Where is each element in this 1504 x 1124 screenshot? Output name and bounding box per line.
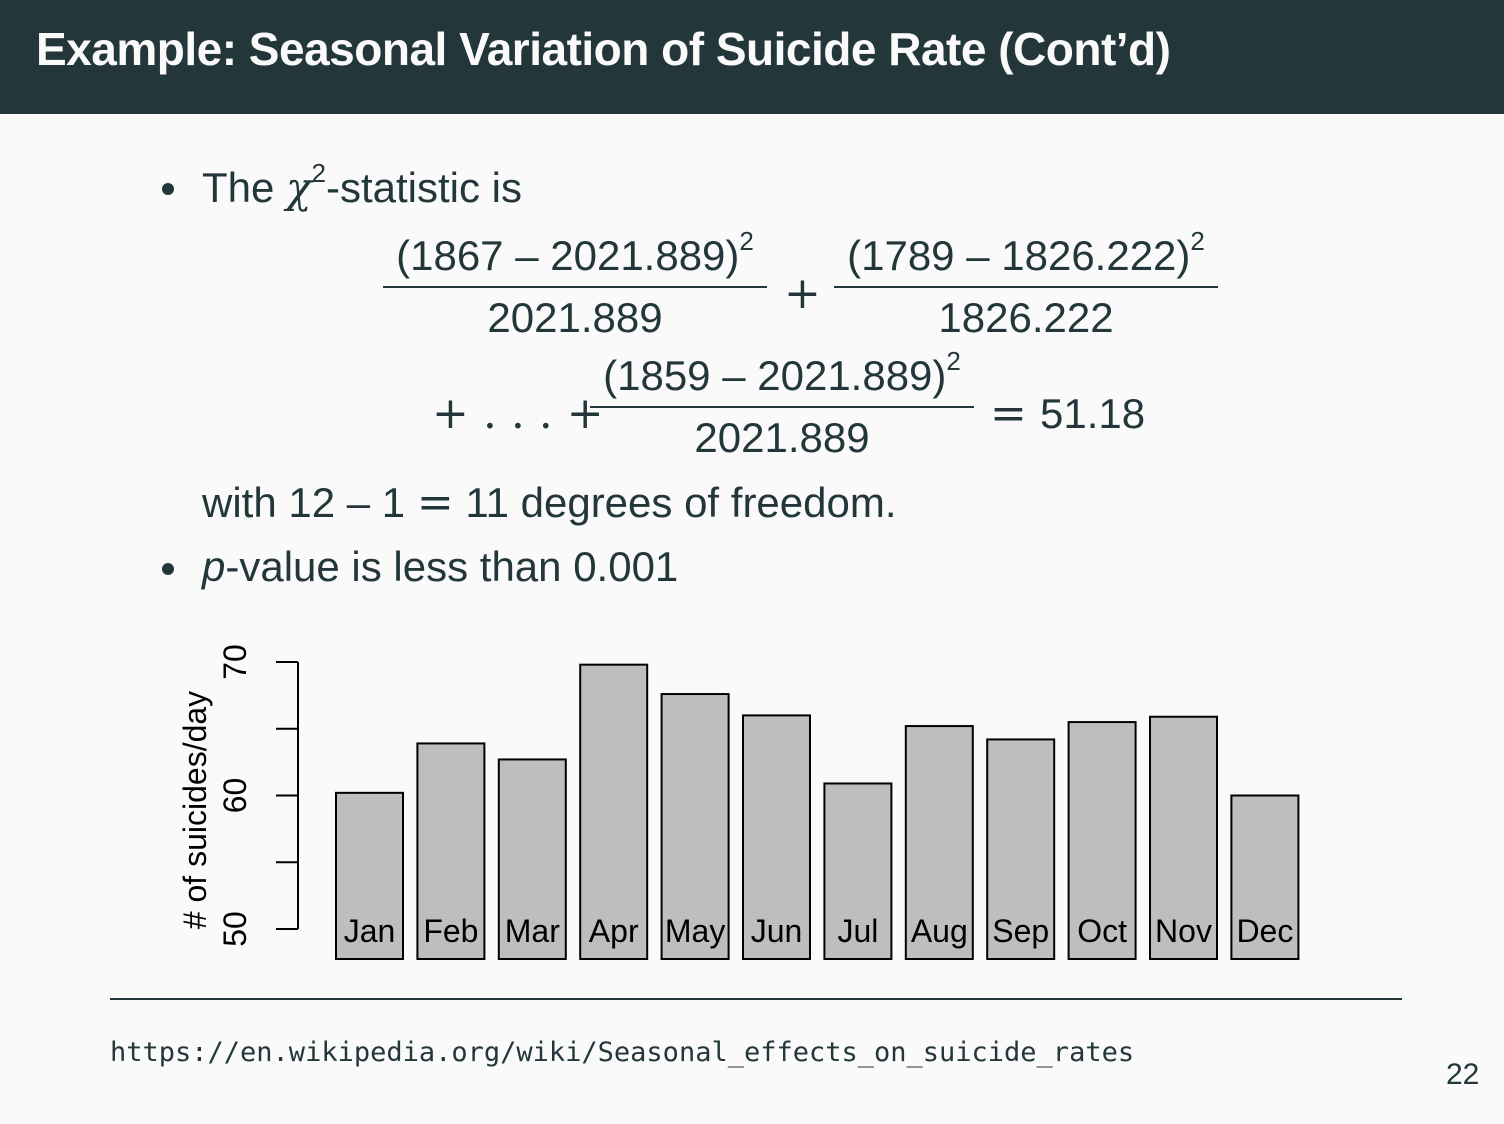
y-axis-label: # of suicides/day: [177, 691, 213, 929]
bar-label-oct: Oct: [1077, 913, 1127, 949]
bar-label-jun: Jun: [751, 913, 803, 949]
fraction-3-line: [590, 406, 974, 408]
bar-jan: [335, 791, 404, 961]
chi-square-result: 51.18: [1040, 390, 1146, 437]
bar-sep: [986, 738, 1056, 960]
bar-jul: [823, 782, 893, 960]
bullet-1-lead: The: [202, 164, 275, 211]
fraction-3: (1859 – 2021.889)2 2021.889: [590, 346, 974, 462]
degrees-of-freedom-text: with 12 – 1 = 11 degrees of freedom.: [202, 477, 897, 528]
bar-nov: [1149, 715, 1218, 960]
bar-label-dec: Dec: [1236, 913, 1293, 949]
y-tick-label: 70: [217, 644, 253, 680]
bar-label-feb: Feb: [423, 913, 478, 949]
bullet-dot-1: [162, 183, 174, 195]
fraction-2-line: [834, 286, 1218, 288]
bar-label-jul: Jul: [837, 913, 878, 949]
ellipsis-sum: + . . . +: [432, 388, 604, 439]
bar-mar: [497, 758, 567, 961]
bar-feb: [416, 742, 486, 960]
chi-superscript: 2: [311, 158, 326, 188]
title-bar: Example: Seasonal Variation of Suicide R…: [0, 0, 1504, 114]
bar-may: [660, 693, 730, 960]
bullet-2-text: p-value is less than 0.001: [202, 543, 678, 591]
bars: Jan Feb Mar Apr May Jun Jul Aug Sep Oct Nov Dec: [335, 663, 1300, 961]
fraction-2-numerator: (1789 – 1826.222)2: [847, 226, 1205, 279]
source-link[interactable]: https://en.wikipedia.org/wiki/Seasonal_e…: [110, 1037, 1135, 1068]
footer-rule: [110, 998, 1402, 1000]
y-tick-label: 50: [217, 911, 253, 947]
fraction-1-denominator: 2021.889: [487, 294, 663, 341]
suicide-rate-bar-chart: 50 60 70 Jan Feb Mar Apr May Jun Jul Aug Sep Oct Nov…: [177, 644, 1300, 961]
bar-label-nov: Nov: [1155, 913, 1212, 949]
bar-aug: [904, 725, 974, 961]
bullet-1-text: The χ2-statistic is: [202, 158, 522, 212]
fraction-3-denominator: 2021.889: [694, 414, 870, 461]
slide-title: Example: Seasonal Variation of Suicide R…: [36, 23, 1171, 75]
bar-label-sep: Sep: [992, 913, 1049, 949]
y-axis: 50 60 70: [217, 644, 299, 947]
bar-label-jan: Jan: [344, 913, 396, 949]
fraction-2-denominator: 1826.222: [938, 294, 1114, 341]
fraction-1-line: [383, 286, 767, 288]
fraction-2: (1789 – 1826.222)2 1826.222: [834, 226, 1218, 342]
y-tick-label: 60: [217, 778, 253, 814]
fraction-1-numerator: (1867 – 2021.889)2: [396, 226, 754, 279]
fraction-3-numerator: (1859 – 2021.889)2: [603, 346, 961, 399]
page-number: 22: [1446, 1058, 1480, 1091]
chi-symbol: χ: [286, 163, 312, 212]
bullet-1-rest: -statistic is: [325, 164, 522, 211]
equals-sign: =: [990, 388, 1027, 439]
p-symbol: p: [202, 543, 226, 590]
fraction-1: (1867 – 2021.889)2 2021.889: [383, 226, 767, 342]
bar-jun: [742, 714, 811, 961]
bar-oct: [1067, 721, 1137, 961]
bullet-dot-2: [162, 563, 174, 575]
bar-label-apr: Apr: [589, 913, 639, 949]
bullet-2-rest: -value is less than 0.001: [225, 543, 679, 590]
bar-apr: [579, 663, 649, 960]
bar-label-aug: Aug: [911, 913, 968, 949]
bar-label-may: May: [665, 913, 725, 949]
bar-label-mar: Mar: [505, 913, 560, 949]
bar-dec: [1230, 794, 1300, 960]
plus-sign: +: [784, 268, 821, 319]
